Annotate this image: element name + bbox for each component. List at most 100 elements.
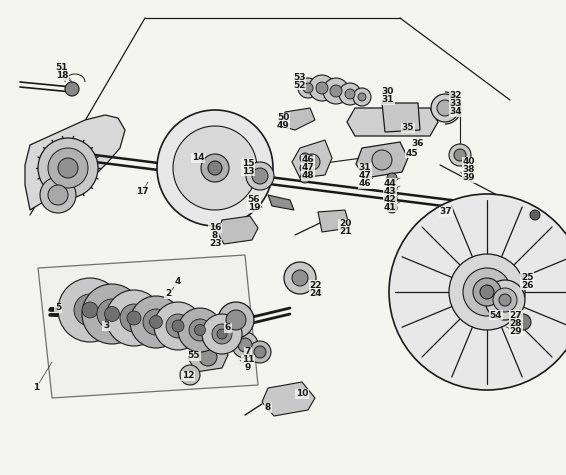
Circle shape xyxy=(358,93,366,101)
Circle shape xyxy=(238,338,252,352)
Circle shape xyxy=(201,154,229,182)
Text: 31: 31 xyxy=(381,95,395,104)
Text: 31: 31 xyxy=(359,163,371,172)
Circle shape xyxy=(58,278,122,342)
Circle shape xyxy=(232,332,258,358)
Text: 48: 48 xyxy=(302,171,314,180)
Text: 8: 8 xyxy=(212,231,218,240)
Text: 52: 52 xyxy=(293,80,305,89)
Text: 27: 27 xyxy=(510,311,522,320)
Text: 7: 7 xyxy=(245,348,251,357)
Text: 43: 43 xyxy=(384,187,396,196)
Circle shape xyxy=(387,203,397,213)
Polygon shape xyxy=(25,115,125,210)
Circle shape xyxy=(254,346,266,358)
Text: 49: 49 xyxy=(277,122,289,131)
Text: 50: 50 xyxy=(277,114,289,123)
Text: 40: 40 xyxy=(463,158,475,167)
Circle shape xyxy=(530,210,540,220)
Circle shape xyxy=(195,324,205,335)
Circle shape xyxy=(323,78,349,104)
Circle shape xyxy=(372,150,392,170)
Text: 15: 15 xyxy=(242,159,254,168)
Circle shape xyxy=(473,278,501,306)
Text: 14: 14 xyxy=(192,153,204,162)
Circle shape xyxy=(300,153,310,163)
Circle shape xyxy=(431,94,459,122)
Circle shape xyxy=(178,308,222,352)
Polygon shape xyxy=(218,216,258,244)
Text: 17: 17 xyxy=(136,188,148,197)
Circle shape xyxy=(303,83,313,93)
Text: 16: 16 xyxy=(209,224,221,232)
Circle shape xyxy=(74,294,106,326)
Text: 8: 8 xyxy=(265,403,271,412)
Circle shape xyxy=(97,299,127,329)
Circle shape xyxy=(105,306,119,322)
Circle shape xyxy=(212,324,232,344)
Text: 24: 24 xyxy=(310,288,322,297)
Text: 34: 34 xyxy=(450,107,462,116)
Circle shape xyxy=(485,280,525,320)
Text: 30: 30 xyxy=(382,87,394,96)
Circle shape xyxy=(345,89,355,99)
Text: 38: 38 xyxy=(463,165,475,174)
Circle shape xyxy=(48,185,68,205)
Text: 29: 29 xyxy=(510,326,522,335)
Circle shape xyxy=(387,183,397,193)
Text: 19: 19 xyxy=(248,203,260,212)
Text: 28: 28 xyxy=(510,319,522,327)
Polygon shape xyxy=(188,340,228,372)
Circle shape xyxy=(180,365,200,385)
Text: 51: 51 xyxy=(55,64,68,73)
Text: 12: 12 xyxy=(182,371,194,380)
Polygon shape xyxy=(262,382,315,416)
Circle shape xyxy=(300,163,310,173)
Text: 5: 5 xyxy=(55,304,61,313)
Circle shape xyxy=(208,161,222,175)
Text: 41: 41 xyxy=(384,202,396,211)
Text: 32: 32 xyxy=(450,92,462,101)
Circle shape xyxy=(316,82,328,94)
Text: 2: 2 xyxy=(165,289,171,298)
Circle shape xyxy=(173,126,257,210)
Circle shape xyxy=(515,314,531,330)
Circle shape xyxy=(353,88,371,106)
Circle shape xyxy=(218,302,254,338)
Circle shape xyxy=(58,158,78,178)
Circle shape xyxy=(493,288,517,312)
Polygon shape xyxy=(268,195,294,210)
Text: 46: 46 xyxy=(359,180,371,189)
Text: 44: 44 xyxy=(384,179,396,188)
Polygon shape xyxy=(38,255,258,398)
Polygon shape xyxy=(318,210,350,232)
Circle shape xyxy=(172,320,184,332)
Text: 56: 56 xyxy=(248,196,260,205)
Circle shape xyxy=(130,296,182,348)
Text: 23: 23 xyxy=(209,239,221,248)
Text: 55: 55 xyxy=(188,352,200,361)
Circle shape xyxy=(217,329,227,339)
Polygon shape xyxy=(356,142,408,178)
Circle shape xyxy=(199,348,217,366)
Text: 47: 47 xyxy=(359,171,371,180)
Text: 25: 25 xyxy=(521,273,533,282)
Circle shape xyxy=(127,311,141,325)
Text: 47: 47 xyxy=(302,163,314,172)
Text: 54: 54 xyxy=(490,311,502,320)
Circle shape xyxy=(449,144,471,166)
Text: 26: 26 xyxy=(521,281,533,289)
Circle shape xyxy=(82,284,142,344)
Circle shape xyxy=(499,294,511,306)
Circle shape xyxy=(292,270,308,286)
Circle shape xyxy=(226,310,246,330)
Circle shape xyxy=(387,193,397,203)
Text: 10: 10 xyxy=(296,390,308,399)
Circle shape xyxy=(149,315,162,329)
Circle shape xyxy=(480,285,494,299)
Text: 20: 20 xyxy=(339,219,351,228)
Text: 37: 37 xyxy=(440,208,452,217)
Circle shape xyxy=(330,85,342,97)
Polygon shape xyxy=(382,103,420,132)
Text: 33: 33 xyxy=(450,99,462,108)
